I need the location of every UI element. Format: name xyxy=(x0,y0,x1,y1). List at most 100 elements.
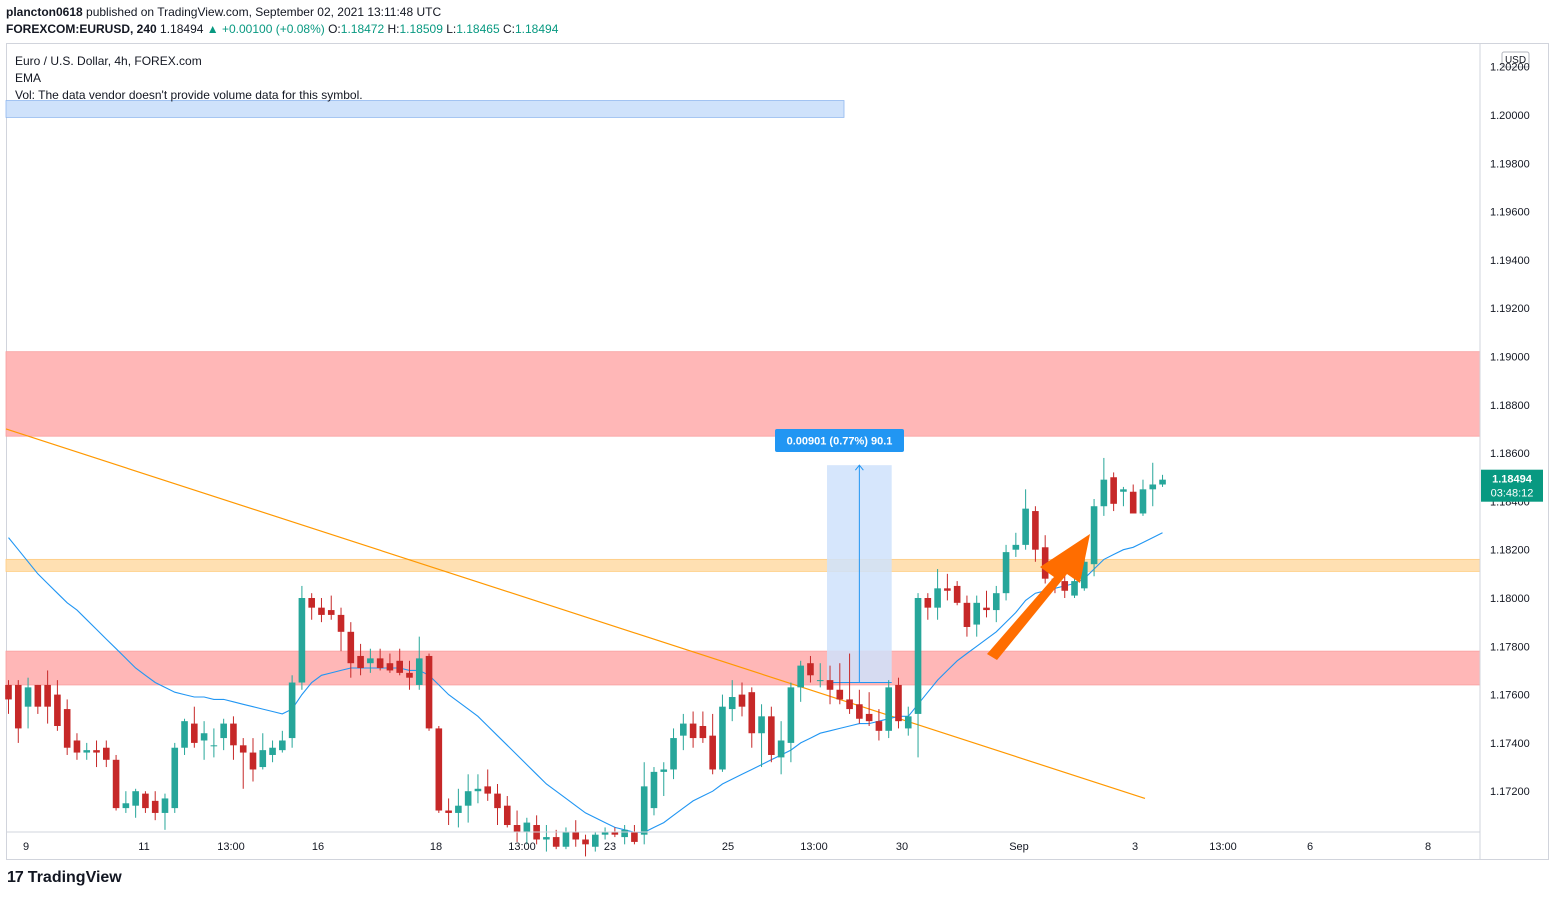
legend-volume[interactable]: Vol: The data vendor doesn't provide vol… xyxy=(15,88,363,102)
candle-body xyxy=(396,660,403,673)
candle xyxy=(914,593,922,758)
time-tick: Sep xyxy=(1009,841,1029,853)
candle xyxy=(171,742,179,813)
candle xyxy=(181,718,188,755)
time-tick: 3 xyxy=(1132,841,1138,853)
price-tick: 1.19000 xyxy=(1490,352,1530,364)
candle xyxy=(992,585,1000,623)
last-price-badge xyxy=(1481,469,1543,502)
candle-body xyxy=(523,822,531,833)
publisher-name[interactable]: plancton0618 xyxy=(6,5,83,19)
open-value: 1.18472 xyxy=(340,22,385,36)
candle xyxy=(103,740,110,768)
candle-body xyxy=(73,740,81,753)
candle-body xyxy=(161,798,169,813)
candle xyxy=(924,593,932,620)
candle-body xyxy=(680,723,687,736)
candle xyxy=(699,711,707,743)
candle xyxy=(562,827,570,850)
candle-body xyxy=(787,687,795,743)
time-axis[interactable]: 9 11 13:00 16 18 13:00 23 25 13:00 30 Sep 3 13:00 6 8 xyxy=(23,841,1431,853)
candle-body xyxy=(777,740,785,758)
candle-body xyxy=(415,658,423,685)
candle-body xyxy=(1061,581,1069,591)
candle-body xyxy=(269,747,276,755)
zones-layer xyxy=(5,100,1481,686)
candle xyxy=(895,677,902,729)
candle xyxy=(200,721,208,760)
candle xyxy=(239,738,247,789)
candle-body xyxy=(768,716,775,755)
candle-body xyxy=(308,598,315,608)
candle-body xyxy=(327,610,335,615)
candle xyxy=(689,711,697,748)
time-tick: 6 xyxy=(1307,841,1313,853)
countdown-label: 03:48:12 xyxy=(1491,488,1534,500)
candle-body xyxy=(973,602,981,625)
candle xyxy=(934,569,941,620)
candle xyxy=(660,762,668,797)
candle-body xyxy=(856,704,863,719)
time-tick: 18 xyxy=(430,841,442,853)
ema-layer xyxy=(8,532,1163,833)
candle xyxy=(1129,484,1137,514)
candle xyxy=(24,677,32,729)
measure-tool: 0.00901 (0.77%) 90.1 xyxy=(775,429,904,684)
candle-body xyxy=(1149,484,1157,490)
candle-body xyxy=(914,598,922,714)
candle-body xyxy=(621,829,628,838)
close-label: C: xyxy=(502,22,515,36)
candle-body xyxy=(191,723,198,743)
candle-body xyxy=(1022,508,1029,545)
legend-ema[interactable]: EMA xyxy=(15,71,42,85)
candle xyxy=(83,742,91,760)
candle xyxy=(494,783,501,826)
candle xyxy=(230,716,237,760)
tradingview-logo[interactable]: 17 TradingView xyxy=(7,869,122,887)
candle-body xyxy=(259,750,267,768)
candle-body xyxy=(279,740,286,751)
currency-box xyxy=(1501,51,1530,68)
candle-body xyxy=(142,793,149,809)
arrow-icon xyxy=(987,534,1090,660)
candle xyxy=(983,590,990,618)
legend-title[interactable]: Euro / U.S. Dollar, 4h, FOREX.com xyxy=(15,54,202,68)
candle xyxy=(474,774,482,804)
candle-body xyxy=(865,713,873,722)
candle xyxy=(191,706,198,748)
candle-body xyxy=(640,786,648,835)
candle xyxy=(327,595,335,620)
candle xyxy=(875,709,883,741)
candle-body xyxy=(885,687,892,731)
candle xyxy=(367,648,374,673)
time-tick: 13:00 xyxy=(1209,841,1237,853)
candle-body xyxy=(425,655,433,729)
candle-body xyxy=(494,793,501,809)
trendline-layer xyxy=(5,428,1146,800)
price-tick: 1.18800 xyxy=(1490,400,1530,412)
candle-body xyxy=(904,716,912,729)
candle xyxy=(210,728,218,758)
candle xyxy=(93,740,100,768)
price-tick: 1.19600 xyxy=(1490,207,1530,219)
last-price-label: 1.18494 xyxy=(1492,474,1533,486)
candle-body xyxy=(758,716,765,734)
candle xyxy=(1032,506,1039,562)
candle-body xyxy=(797,665,804,688)
candle xyxy=(386,653,394,673)
candle xyxy=(728,680,736,722)
candle-body xyxy=(1081,561,1088,589)
candle xyxy=(523,817,531,845)
candle-body xyxy=(934,588,941,608)
candle-body xyxy=(748,692,756,734)
candle xyxy=(680,713,687,751)
candle-body xyxy=(689,723,697,739)
last-price: 1.18494 xyxy=(160,22,204,36)
low-value: 1.18465 xyxy=(456,22,500,36)
candle-body xyxy=(816,680,824,682)
candle-body xyxy=(249,752,257,770)
low-label: L: xyxy=(446,22,457,36)
price-tick: 1.17400 xyxy=(1490,738,1530,750)
